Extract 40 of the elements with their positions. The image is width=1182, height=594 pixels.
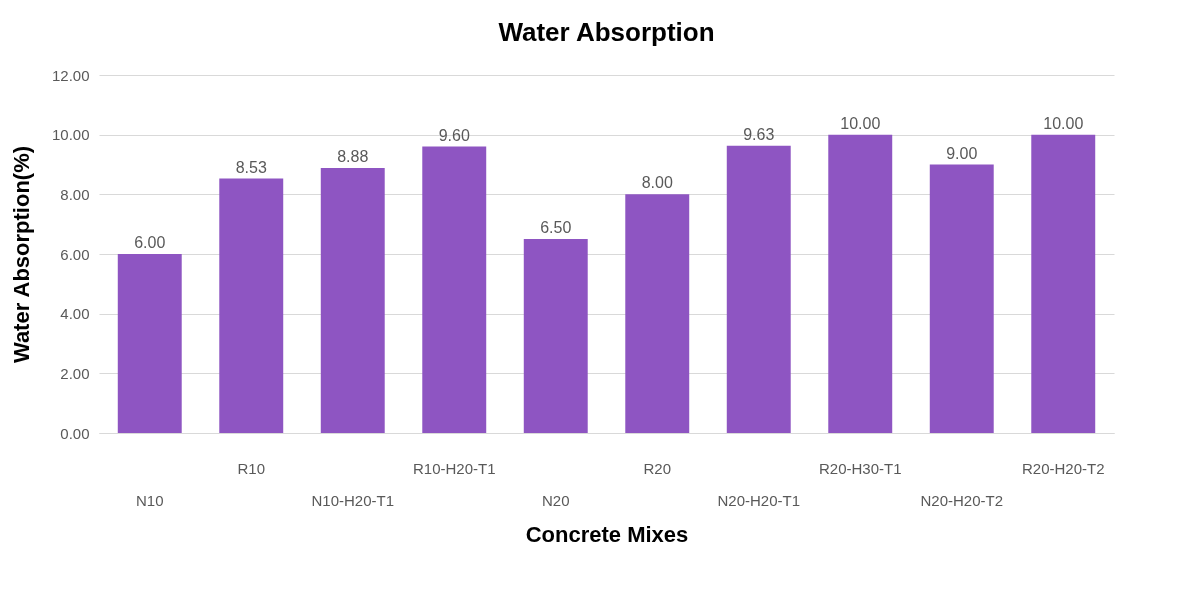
bar	[219, 178, 284, 433]
x-tick-label: N20-H20-T1	[717, 491, 801, 509]
x-tick-label: R10-H20-T1	[412, 459, 496, 477]
bar	[828, 134, 893, 433]
data-label: 10.00	[1043, 114, 1084, 132]
data-label: 9.60	[438, 126, 470, 144]
x-tick-label: R20-H30-T1	[818, 459, 902, 477]
bar	[1031, 134, 1096, 433]
y-tick-label: 12.00	[51, 66, 90, 84]
x-tick-label: N10-H20-T1	[311, 491, 395, 509]
bar	[929, 164, 994, 433]
bar	[726, 145, 791, 433]
bar	[625, 194, 690, 433]
y-axis-title: Water Absorption(%)	[8, 145, 34, 364]
x-tick-label: N20-H20-T2	[920, 491, 1004, 509]
data-label: 6.50	[540, 219, 572, 237]
y-tick-label: 10.00	[51, 126, 90, 144]
y-tick-label: 4.00	[60, 305, 90, 323]
data-label: 8.00	[641, 174, 673, 192]
x-tick-label: R20	[643, 459, 672, 477]
x-tick-label: R10	[237, 459, 266, 477]
bar	[320, 168, 385, 433]
data-label: 8.88	[337, 148, 369, 166]
x-tick-label: N20	[541, 491, 570, 509]
bar	[523, 239, 588, 433]
data-label: 8.53	[235, 158, 267, 176]
y-tick-label: 0.00	[60, 424, 90, 442]
y-tick-label: 6.00	[60, 245, 90, 263]
chart-title: Water Absorption	[498, 17, 715, 47]
x-axis-title: Concrete Mixes	[525, 521, 689, 547]
bar	[117, 254, 182, 433]
data-label: 9.63	[743, 125, 775, 143]
bar	[422, 146, 487, 433]
y-tick-label: 8.00	[60, 185, 90, 203]
x-tick-label: R20-H20-T2	[1021, 459, 1105, 477]
data-label: 10.00	[840, 114, 881, 132]
x-tick-label: N10	[135, 491, 164, 509]
data-label: 9.00	[946, 144, 978, 162]
y-tick-label: 2.00	[60, 364, 90, 382]
data-label: 6.00	[134, 234, 166, 251]
